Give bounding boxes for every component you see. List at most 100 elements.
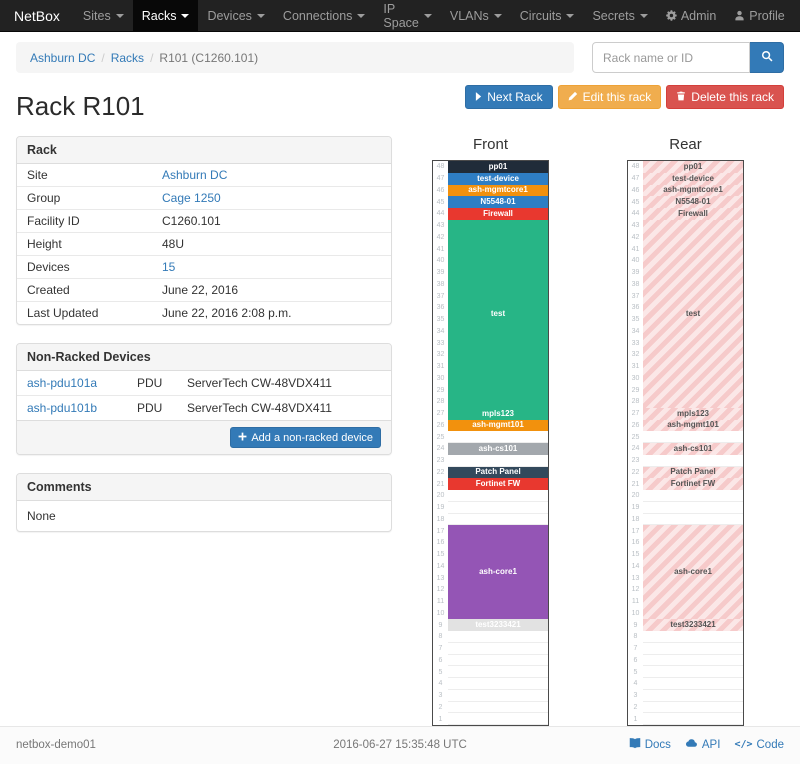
- rear-device-ash-core1[interactable]: ash-core1: [643, 525, 743, 620]
- nav-item-devices[interactable]: Devices: [198, 0, 273, 31]
- rear-device-pp01[interactable]: pp01: [643, 161, 743, 173]
- breadcrumb-link-racks[interactable]: Racks: [110, 50, 145, 65]
- rear-unit-slot-8[interactable]: [643, 631, 743, 643]
- front-device-fortinet-fw[interactable]: Fortinet FW: [448, 478, 548, 490]
- nav-item-logout[interactable]: Log out: [794, 0, 800, 31]
- front-unit-slot-5[interactable]: [448, 666, 548, 678]
- device-link-ash-pdu101a[interactable]: ash-pdu101a: [27, 376, 98, 390]
- front-unit-slot-4[interactable]: [448, 678, 548, 690]
- unit-number: 22: [436, 468, 445, 476]
- front-unit-slot-8[interactable]: [448, 631, 548, 643]
- unit-number: 14: [436, 562, 445, 570]
- front-device-test-device[interactable]: test-device: [448, 172, 548, 185]
- front-device-patch-panel[interactable]: Patch Panel: [448, 466, 548, 479]
- front-unit-slot-20[interactable]: [448, 490, 548, 502]
- add-non-racked-device-button[interactable]: Add a non-racked device: [230, 427, 381, 448]
- front-unit-slot-6[interactable]: [448, 655, 548, 667]
- nav-item-vlans[interactable]: VLANs: [441, 0, 511, 31]
- front-device-mpls123[interactable]: mpls123: [448, 407, 548, 420]
- rear-unit-slot-5[interactable]: [643, 666, 743, 678]
- front-device-ash-mgmtcore1[interactable]: ash-mgmtcore1: [448, 184, 548, 197]
- unit-number: 6: [633, 656, 638, 664]
- navbar-menu: Sites Racks Devices Connections IP Space VLAN…: [74, 0, 657, 31]
- rear-device-test3233421[interactable]: test3233421: [643, 619, 743, 631]
- search-button[interactable]: [750, 42, 784, 73]
- front-unit-slot-19[interactable]: [448, 502, 548, 514]
- attr-value: June 22, 2016 2:08 p.m.: [162, 306, 292, 320]
- code-link-label: Code: [756, 738, 785, 751]
- rear-unit-slot-2[interactable]: [643, 702, 743, 714]
- rear-unit-slot-18[interactable]: [643, 514, 743, 526]
- rear-device-test[interactable]: test: [643, 219, 743, 408]
- front-device-ash-cs101[interactable]: ash-cs101: [448, 443, 548, 455]
- rear-unit-slot-4[interactable]: [643, 678, 743, 690]
- attr-value-link[interactable]: Cage 1250: [162, 191, 221, 205]
- rear-unit-slot-1[interactable]: [643, 713, 743, 725]
- rear-unit-slot-7[interactable]: [643, 643, 743, 655]
- cloud-icon: [685, 737, 698, 752]
- unit-number: 25: [436, 433, 445, 441]
- front-unit-slot-23[interactable]: [448, 455, 548, 467]
- front-device-n5548-01[interactable]: N5548-01: [448, 196, 548, 208]
- rear-device-test-device[interactable]: test-device: [643, 172, 743, 185]
- rear-device-ash-cs101[interactable]: ash-cs101: [643, 443, 743, 455]
- docs-link[interactable]: Docs: [629, 737, 671, 752]
- front-device-ash-core1[interactable]: ash-core1: [448, 525, 548, 620]
- front-unit-slot-18[interactable]: [448, 514, 548, 526]
- front-unit-slot-25[interactable]: [448, 431, 548, 443]
- front-device-pp01[interactable]: pp01: [448, 161, 548, 173]
- front-device-firewall[interactable]: Firewall: [448, 208, 548, 220]
- attr-value-link[interactable]: Ashburn DC: [162, 168, 228, 182]
- front-device-ash-mgmt101[interactable]: ash-mgmt101: [448, 419, 548, 432]
- unit-number: 42: [436, 233, 445, 241]
- rear-device-firewall[interactable]: Firewall: [643, 208, 743, 220]
- breadcrumb-link-ashburn-dc[interactable]: Ashburn DC: [30, 50, 96, 65]
- nav-item-secrets[interactable]: Secrets: [583, 0, 656, 31]
- nav-item-racks[interactable]: Racks: [132, 0, 199, 31]
- delete-rack-button[interactable]: Delete this rack: [666, 85, 784, 109]
- front-unit-6: 6: [433, 655, 548, 667]
- nav-item-connections[interactable]: Connections: [274, 0, 375, 31]
- rear-unit-slot-19[interactable]: [643, 502, 743, 514]
- unit-number: 31: [436, 363, 445, 371]
- rear-device-fortinet-fw[interactable]: Fortinet FW: [643, 478, 743, 490]
- rear-unit-slot-23[interactable]: [643, 455, 743, 467]
- rear-unit-slot-3[interactable]: [643, 690, 743, 702]
- front-unit-2: 2: [433, 702, 548, 714]
- unit-number: 43: [436, 222, 445, 230]
- front-unit-slot-1[interactable]: [448, 713, 548, 725]
- code-link[interactable]: </> Code: [734, 737, 784, 752]
- front-unit-slot-3[interactable]: [448, 690, 548, 702]
- front-device-test3233421[interactable]: test3233421: [448, 619, 548, 631]
- nav-item-profile[interactable]: Profile: [725, 0, 793, 31]
- edit-rack-button[interactable]: Edit this rack: [557, 85, 662, 109]
- rear-device-n5548-01[interactable]: N5548-01: [643, 196, 743, 208]
- rear-unit-slot-6[interactable]: [643, 655, 743, 667]
- rack-actions: Next Rack Edit this rack Delete this rac…: [465, 85, 784, 109]
- rear-device-patch-panel[interactable]: Patch Panel: [643, 466, 743, 479]
- nav-item-circuits[interactable]: Circuits: [511, 0, 584, 31]
- rear-unit-slot-25[interactable]: [643, 431, 743, 443]
- unit-number: 48: [436, 163, 445, 171]
- search-input[interactable]: [592, 42, 750, 73]
- front-unit-slot-7[interactable]: [448, 643, 548, 655]
- rear-unit-slot-20[interactable]: [643, 490, 743, 502]
- nav-item-ip-space[interactable]: IP Space: [374, 0, 440, 31]
- rear-device-ash-mgmt101[interactable]: ash-mgmt101: [643, 419, 743, 432]
- rear-device-ash-mgmtcore1[interactable]: ash-mgmtcore1: [643, 184, 743, 197]
- front-device-test[interactable]: test: [448, 219, 548, 408]
- api-link[interactable]: API: [685, 737, 720, 752]
- front-unit-slot-2[interactable]: [448, 702, 548, 714]
- device-link-ash-pdu101b[interactable]: ash-pdu101b: [27, 401, 98, 415]
- rear-unit-25: 25: [628, 431, 743, 443]
- next-rack-button[interactable]: Next Rack: [465, 85, 553, 109]
- chevron-down-icon: [639, 13, 648, 18]
- nav-item-sites[interactable]: Sites: [74, 0, 133, 31]
- nav-item-admin[interactable]: Admin: [657, 0, 725, 31]
- breadcrumb-row: Ashburn DC / Racks / R101 (C1260.101): [16, 42, 784, 73]
- chevron-down-icon: [493, 13, 502, 18]
- brand-link[interactable]: NetBox: [14, 7, 60, 24]
- attr-value-link[interactable]: 15: [162, 260, 176, 274]
- rear-device-mpls123[interactable]: mpls123: [643, 407, 743, 420]
- unit-number: 29: [631, 386, 640, 394]
